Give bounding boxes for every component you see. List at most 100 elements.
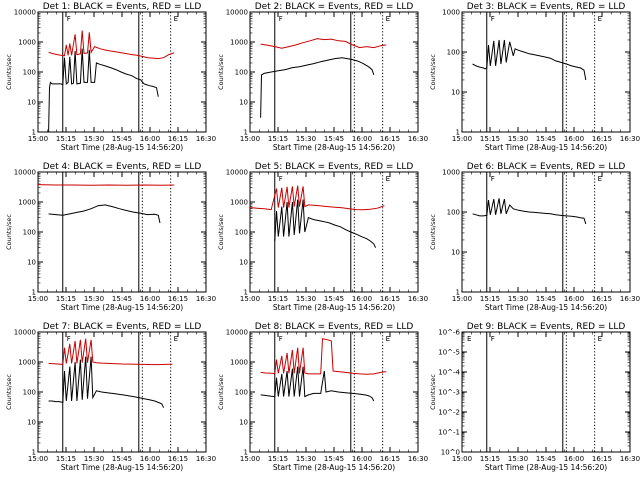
x-tick-label: 16:00 xyxy=(564,135,584,143)
x-tick-label: 15:45 xyxy=(324,135,344,143)
x-tick-label: 15:45 xyxy=(112,135,132,143)
y-tick-label: 1 xyxy=(244,129,248,137)
series-events xyxy=(260,57,375,118)
x-tick-label: 15:15 xyxy=(480,455,500,463)
x-tick-label: 16:00 xyxy=(140,135,160,143)
x-tick-label: 16:30 xyxy=(408,135,428,143)
y-tick-label: 10^-2 xyxy=(438,409,460,417)
x-tick-label: 15:00 xyxy=(28,455,48,463)
x-tick-label: 15:15 xyxy=(268,295,288,303)
x-tick-label: 16:15 xyxy=(380,455,400,463)
x-axis-label: Start Time (28-Aug-15 14:56:20) xyxy=(485,463,607,472)
y-tick-label: 10 xyxy=(451,249,460,257)
event-marker: E xyxy=(467,335,471,343)
x-axis-label: Start Time (28-Aug-15 14:56:20) xyxy=(273,463,395,472)
x-axis-label: Start Time (28-Aug-15 14:56:20) xyxy=(61,463,183,472)
panel-7: Det 7: BLACK = Events, RED = LLD 1 10 100 10… xyxy=(5,322,216,472)
y-tick-label: 1 xyxy=(32,289,36,297)
event-marker: E xyxy=(174,15,178,23)
x-tick-label: 16:15 xyxy=(380,135,400,143)
panel-title: Det 6: BLACK = Events, RED = LLD xyxy=(467,162,626,172)
panel-title: Det 5: BLACK = Events, RED = LLD xyxy=(255,162,414,172)
y-axis-label: Counts/sec xyxy=(5,374,13,410)
x-tick-label: 16:30 xyxy=(620,295,640,303)
y-tick-label: 10 xyxy=(239,419,248,427)
x-tick-label: 16:15 xyxy=(168,135,188,143)
panel-title: Det 1: BLACK = Events, RED = LLD xyxy=(43,2,202,12)
x-tick-label: 15:15 xyxy=(268,455,288,463)
x-tick-label: 15:00 xyxy=(28,295,48,303)
series-events xyxy=(48,356,165,408)
x-tick-label: 15:30 xyxy=(296,455,316,463)
y-tick-label: 1 xyxy=(32,449,36,457)
panel-2: Det 2: BLACK = Events, RED = LLD 1 10 100 10… xyxy=(217,2,428,152)
x-tick-label: 16:30 xyxy=(196,135,216,143)
panel-8: Det 8: BLACK = Events, RED = LLD 1 10 100 10… xyxy=(217,322,428,472)
x-tick-label: 15:30 xyxy=(508,295,528,303)
y-tick-label: 100 xyxy=(235,69,248,77)
panel-title: Det 4: BLACK = Events, RED = LLD xyxy=(43,162,202,172)
x-tick-label: 15:30 xyxy=(84,135,104,143)
panel-1: Det 1: BLACK = Events, RED = LLD 1 10 100 10… xyxy=(5,2,216,152)
event-marker: E xyxy=(386,15,390,23)
y-tick-label: 10^-3 xyxy=(438,389,460,397)
event-marker: E xyxy=(598,335,602,343)
x-tick-label: 16:30 xyxy=(408,455,428,463)
y-tick-label: 10^0 xyxy=(441,449,460,457)
x-tick-label: 16:30 xyxy=(196,295,216,303)
y-tick-label: 100 xyxy=(235,389,248,397)
x-tick-label: 15:15 xyxy=(480,135,500,143)
x-tick-label: 15:30 xyxy=(296,135,316,143)
series-events xyxy=(48,204,161,224)
x-tick-label: 15:00 xyxy=(452,295,472,303)
y-tick-label: 10000 xyxy=(14,9,36,17)
series-lld xyxy=(260,38,387,49)
event-marker: E xyxy=(386,175,390,183)
x-tick-label: 16:30 xyxy=(620,135,640,143)
y-tick-label: 10000 xyxy=(226,329,248,337)
x-tick-label: 15:15 xyxy=(268,135,288,143)
y-tick-label: 10 xyxy=(451,89,460,97)
x-tick-label: 16:15 xyxy=(592,135,612,143)
x-tick-label: 15:45 xyxy=(536,135,556,143)
x-tick-label: 15:45 xyxy=(112,455,132,463)
event-marker: F xyxy=(67,15,71,23)
x-tick-label: 15:00 xyxy=(240,135,260,143)
y-tick-label: 1000 xyxy=(442,169,460,177)
x-tick-label: 16:30 xyxy=(196,455,216,463)
y-axis-label: Counts/sec xyxy=(429,54,437,90)
x-tick-label: 15:30 xyxy=(84,295,104,303)
y-tick-label: 1000 xyxy=(18,39,36,47)
x-tick-label: 15:45 xyxy=(324,295,344,303)
x-tick-label: 16:15 xyxy=(380,295,400,303)
y-tick-label: 10000 xyxy=(14,169,36,177)
panel-title: Det 9: BLACK = Events, RED = LLD xyxy=(467,322,626,332)
y-axis-label: Counts/sec xyxy=(429,374,437,410)
series-lld xyxy=(48,30,175,60)
x-tick-label: 15:30 xyxy=(508,455,528,463)
x-tick-label: 15:00 xyxy=(452,455,472,463)
x-tick-label: 15:00 xyxy=(240,295,260,303)
panel-4: Det 4: BLACK = Events, RED = LLD 1 10 100 10… xyxy=(5,162,216,312)
series-events xyxy=(274,199,377,248)
y-tick-label: 1000 xyxy=(230,359,248,367)
y-tick-label: 1000 xyxy=(18,359,36,367)
series-events xyxy=(472,39,587,81)
x-tick-label: 15:45 xyxy=(536,295,556,303)
x-axis-label: Start Time (28-Aug-15 14:56:20) xyxy=(485,303,607,312)
panel-title: Det 3: BLACK = Events, RED = LLD xyxy=(467,2,626,12)
x-axis-label: Start Time (28-Aug-15 14:56:20) xyxy=(61,143,183,152)
y-tick-label: 100 xyxy=(23,69,36,77)
x-tick-label: 16:00 xyxy=(564,295,584,303)
series-lld xyxy=(260,338,387,375)
y-tick-label: 10000 xyxy=(226,169,248,177)
x-tick-label: 15:30 xyxy=(508,135,528,143)
x-tick-label: 16:15 xyxy=(168,295,188,303)
y-axis-label: Counts/sec xyxy=(5,54,13,90)
x-tick-label: 15:00 xyxy=(452,135,472,143)
y-tick-label: 1 xyxy=(456,289,460,297)
series-events xyxy=(260,366,375,402)
x-tick-label: 15:00 xyxy=(28,135,48,143)
y-axis-label: Counts/sec xyxy=(429,214,437,250)
y-tick-label: 10000 xyxy=(14,329,36,337)
